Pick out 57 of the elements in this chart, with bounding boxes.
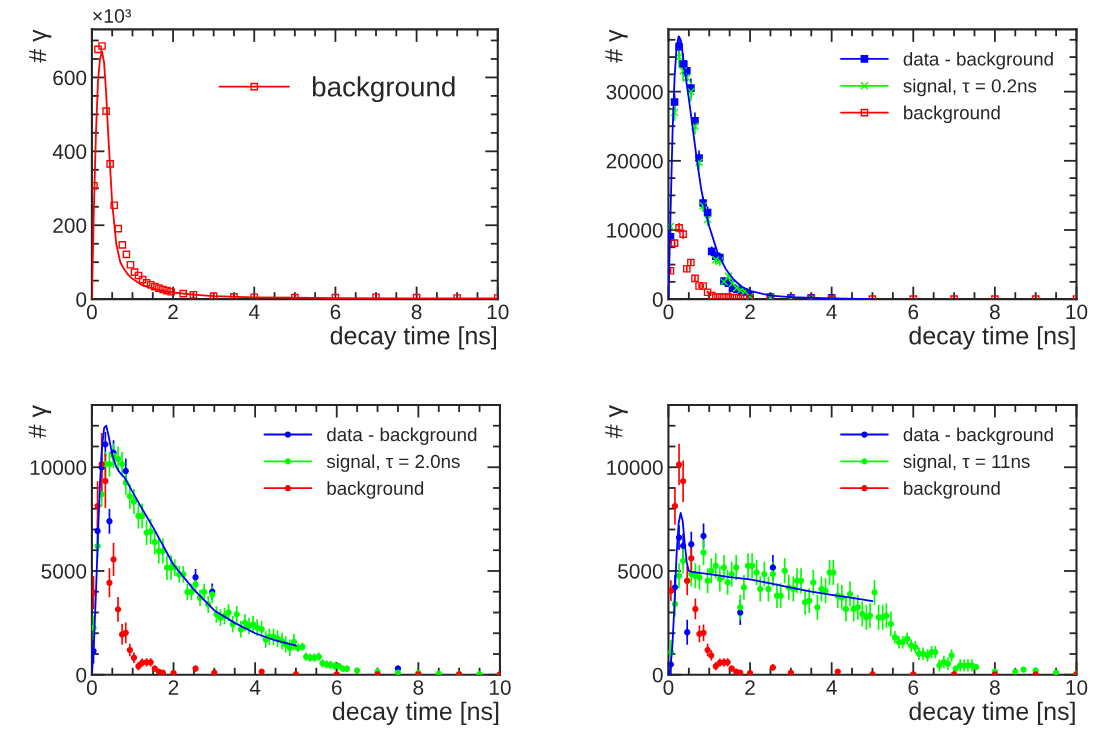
x-tick-label: 4 xyxy=(249,680,261,695)
x-axis-title: decay time [ns] xyxy=(332,701,499,726)
legend-label: background xyxy=(904,481,1000,499)
y-axis-title: # γ xyxy=(28,405,52,439)
x-tick-label: 0 xyxy=(663,304,674,320)
x-tick-label: 6 xyxy=(332,680,342,695)
y-tick-label: 400 xyxy=(52,144,87,160)
y-tick-label: 0 xyxy=(76,292,87,307)
y-tick-label: 20000 xyxy=(606,153,663,169)
x-tick-label: 4 xyxy=(826,304,837,320)
x-tick-label: 2 xyxy=(745,680,755,695)
x-tick-label: 8 xyxy=(411,304,422,320)
legend-label: signal, τ = 11ns xyxy=(903,454,1030,472)
x-axis-title: decay time [ns] xyxy=(909,701,1075,726)
x-tick-label: 2 xyxy=(168,680,179,695)
y-tick-label: 600 xyxy=(53,70,87,86)
x-tick-label: 6 xyxy=(908,304,919,320)
legend-label: background xyxy=(327,481,424,499)
y-axis-title: # γ xyxy=(605,29,628,63)
x-tick-label: 10 xyxy=(489,680,511,695)
x-tick-label: 2 xyxy=(745,304,755,320)
y-tick-label: 200 xyxy=(53,218,87,233)
x-tick-label: 10 xyxy=(1066,680,1088,695)
y-tick-label: 0 xyxy=(76,667,87,683)
legend-label: data - background xyxy=(903,427,1053,445)
x-tick-label: 6 xyxy=(908,680,919,695)
legend-label: data - background xyxy=(903,51,1053,70)
y-tick-label: 10000 xyxy=(607,222,663,238)
legend-label: signal, τ = 2.0ns xyxy=(326,454,460,472)
y-tick-label: 30000 xyxy=(606,84,663,100)
x-tick-label: 10 xyxy=(1066,304,1088,320)
legend-label: signal, τ = 0.2ns xyxy=(903,78,1037,97)
x-tick-label: 2 xyxy=(168,304,178,320)
x-tick-label: 0 xyxy=(663,680,674,695)
y-tick-label: 10000 xyxy=(30,460,87,475)
legend-label: background xyxy=(312,76,455,103)
x-tick-label: 0 xyxy=(86,304,97,320)
x-tick-label: 8 xyxy=(990,304,1000,320)
legend-label: background xyxy=(904,105,1000,124)
y-axis-title: # γ xyxy=(605,405,628,439)
x-axis-title: decay time [ns] xyxy=(909,326,1075,350)
x-tick-label: 10 xyxy=(487,304,509,320)
y-tick-label: 5000 xyxy=(41,563,87,579)
y-tick-label: 10000 xyxy=(607,460,663,475)
y-tick-label: 5000 xyxy=(618,563,663,579)
x-tick-label: 8 xyxy=(413,680,424,695)
x-tick-label: 8 xyxy=(990,680,1000,695)
y-tick-label: 0 xyxy=(652,292,663,307)
x-tick-label: 0 xyxy=(86,680,97,695)
y-axis-title: # γ xyxy=(29,29,52,63)
legend-label: data - background xyxy=(327,427,477,445)
x-axis-title: decay time [ns] xyxy=(330,326,496,350)
x-tick-label: 4 xyxy=(826,680,837,695)
y-tick-label: 0 xyxy=(652,667,663,683)
x-tick-label: 6 xyxy=(330,304,341,320)
text: ×10³ xyxy=(93,9,131,23)
x-tick-label: 4 xyxy=(248,304,260,320)
